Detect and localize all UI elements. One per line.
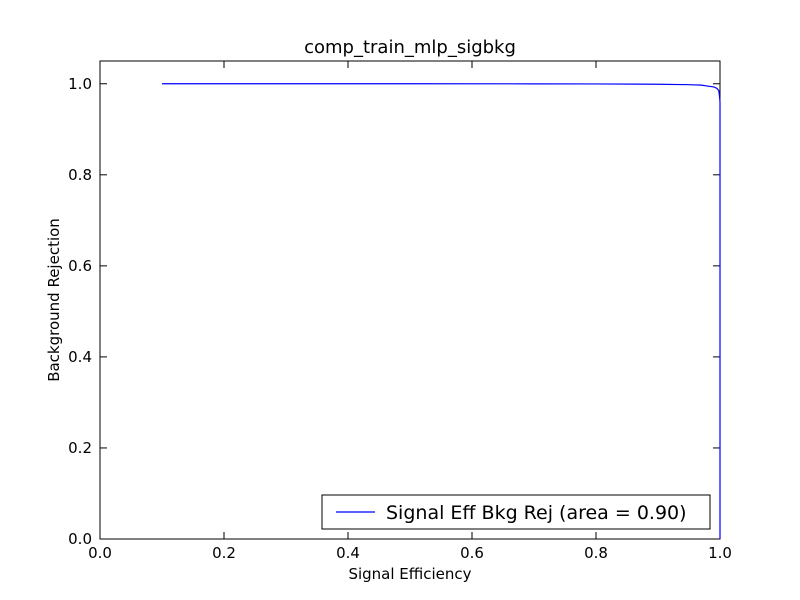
y-axis-ticks: 0.0 0.2 0.4 0.6 0.8 1.0 bbox=[68, 75, 720, 548]
x-tick-label: 0.8 bbox=[584, 544, 608, 562]
y-tick-label: 0.8 bbox=[68, 166, 92, 184]
series-group bbox=[162, 83, 721, 539]
y-tick-label: 0.0 bbox=[68, 530, 92, 548]
x-tick-label: 0.4 bbox=[336, 544, 360, 562]
y-tick-label: 1.0 bbox=[68, 75, 92, 93]
y-tick-label: 0.6 bbox=[68, 257, 92, 275]
x-tick-label: 0.0 bbox=[88, 544, 112, 562]
legend-label: Signal Eff Bkg Rej (area = 0.90) bbox=[386, 502, 687, 524]
x-axis-label: Signal Efficiency bbox=[348, 565, 471, 583]
x-tick-label: 0.6 bbox=[460, 544, 484, 562]
chart-title: comp_train_mlp_sigbkg bbox=[304, 37, 516, 58]
series-line bbox=[162, 83, 721, 539]
x-tick-label: 1.0 bbox=[708, 544, 732, 562]
legend: Signal Eff Bkg Rej (area = 0.90) bbox=[321, 494, 711, 530]
y-tick-label: 0.4 bbox=[68, 348, 92, 366]
y-axis-label: Background Rejection bbox=[45, 218, 63, 382]
x-tick-label: 0.2 bbox=[212, 544, 236, 562]
y-tick-label: 0.2 bbox=[68, 439, 92, 457]
legend-box bbox=[321, 494, 711, 530]
